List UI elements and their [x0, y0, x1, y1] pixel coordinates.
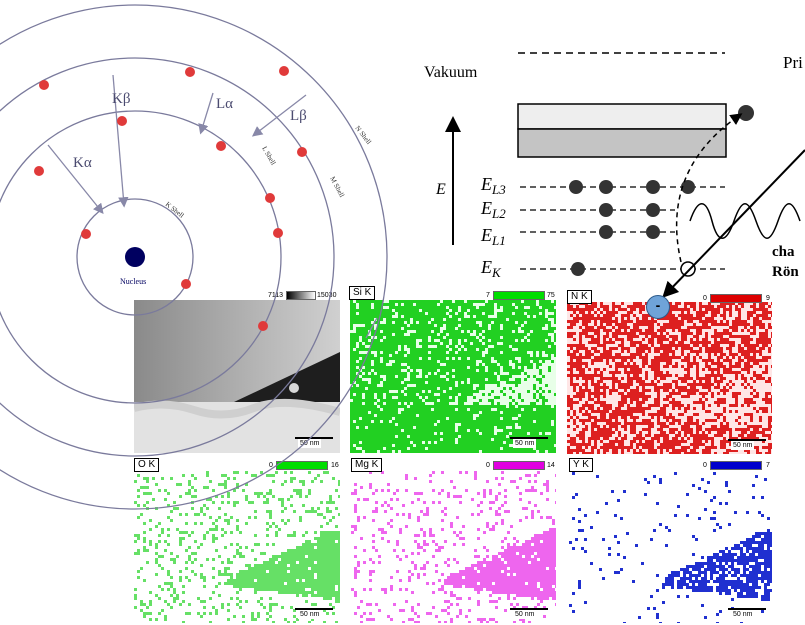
- level-electrons: [569, 105, 754, 276]
- n-max: 9: [766, 295, 770, 302]
- map-haadf: [134, 300, 340, 453]
- n-colorbar: [710, 294, 762, 303]
- svg-text:EK: EK: [480, 257, 502, 280]
- si-colorbar: [493, 291, 545, 300]
- level-lines: [520, 186, 725, 270]
- k-vacancy: [680, 261, 696, 277]
- mg-colorbar: [493, 461, 545, 470]
- n-min: 0: [703, 295, 707, 302]
- roentgen-label-partial: Rön: [772, 264, 799, 280]
- y-min: 0: [703, 462, 707, 469]
- scalebar-line-5: [728, 608, 766, 610]
- mg-min: 0: [486, 462, 490, 469]
- haadf-min: 7113: [268, 292, 284, 299]
- svg-text:EL3: EL3: [480, 174, 506, 197]
- scalebar-0: 50 nm: [298, 439, 322, 448]
- haadf-max: 15030: [317, 292, 337, 299]
- scalebar-5: 50 nm: [731, 610, 755, 619]
- level-labels: EL3 EL2 EL1 EK: [480, 174, 506, 280]
- svg-text:EL1: EL1: [480, 225, 506, 248]
- o-colorbar: [276, 461, 328, 470]
- map-y-label: Y K: [569, 458, 593, 472]
- scalebar-3: 50 nm: [298, 610, 322, 619]
- map-si-label: Si K: [349, 286, 376, 300]
- mg-max: 14: [547, 462, 555, 469]
- primary-label-partial: Pri: [783, 53, 803, 72]
- o-max: 16: [331, 462, 339, 469]
- ionized-electron: -: [646, 295, 670, 319]
- map-o-label: O K: [134, 458, 160, 472]
- o-min: 0: [269, 462, 273, 469]
- haadf-colorbar: [286, 291, 316, 300]
- scalebar-4: 50 nm: [513, 610, 537, 619]
- vacuum-label: Vakuum: [424, 64, 478, 81]
- scalebar-line-1: [510, 437, 548, 439]
- valence-band: [517, 128, 727, 158]
- scalebar-line-2: [728, 439, 766, 441]
- si-max: 75: [547, 292, 555, 299]
- map-si: [350, 300, 556, 453]
- map-n: [567, 302, 772, 454]
- xray-wave: [689, 203, 801, 239]
- map-o: [134, 471, 340, 623]
- scalebar-line-3: [295, 608, 333, 610]
- ejection-path: [675, 113, 743, 263]
- si-min: 7: [486, 292, 490, 299]
- scalebar-2: 50 nm: [731, 441, 755, 450]
- energy-axis-label: E: [435, 181, 446, 198]
- energy-level-diagram: Vakuum Pri E EL3 EL2 EL1 EK cha Rön: [424, 52, 805, 298]
- conduction-band: [517, 103, 727, 130]
- y-max: 7: [766, 462, 770, 469]
- scalebar-line-4: [510, 608, 548, 610]
- map-mg-label: Mg K: [351, 458, 383, 472]
- primary-beam: [662, 149, 805, 298]
- map-n-label: N K: [567, 290, 592, 304]
- scalebar-1: 50 nm: [513, 439, 537, 448]
- characteristic-label-partial: cha: [772, 244, 795, 260]
- map-y: [569, 472, 772, 623]
- svg-text:EL2: EL2: [480, 198, 506, 221]
- map-mg: [351, 471, 556, 623]
- y-colorbar: [710, 461, 762, 470]
